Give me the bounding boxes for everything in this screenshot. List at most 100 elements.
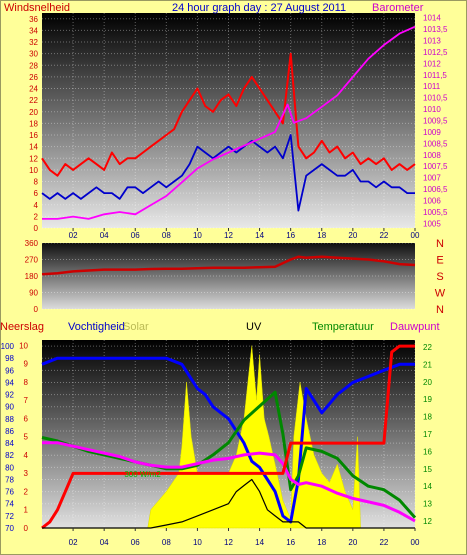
y-tick-label: 28 [29, 61, 38, 70]
y-tick-label: 34 [29, 26, 38, 35]
x-tick-label: 04 [100, 538, 109, 547]
y-tick-label: 18 [423, 413, 432, 422]
y-tick-label: 10 [29, 166, 38, 175]
y-tick-label: 1007 [423, 174, 441, 183]
direction-panel [42, 243, 415, 309]
y-tick-label: 1011,5 [423, 71, 447, 80]
direction-series [41, 255, 416, 276]
wind-speed-line [41, 134, 415, 212]
wind-label: Windsnelheid [4, 2, 70, 14]
y-tick-label: 90 [29, 289, 38, 298]
y-tick-label: 84 [5, 439, 14, 448]
y-tick-label: 1006 [423, 197, 441, 206]
y-tick-label: 1005 [423, 219, 441, 228]
y-tick-label: 86 [5, 427, 14, 436]
x-tick-label: 14 [255, 231, 264, 240]
y-tick-label: 1 [24, 506, 29, 515]
y-tick-label: 1008,5 [423, 139, 448, 148]
y-tick-label: 8 [24, 378, 29, 387]
x-tick-label: 00 [411, 538, 420, 547]
y-tick-label: 1005,5 [423, 208, 448, 217]
climate-ticks: 02 04 06 08 10 12 14 16 18 20 22 007072747678808284… [1, 341, 433, 547]
compass-label: N [436, 304, 444, 316]
y-tick-label: 5 [24, 433, 29, 442]
compass-label: N [436, 238, 444, 250]
rain-label: Neerslag [0, 321, 44, 333]
y-tick-label: 15 [423, 465, 432, 474]
humidity-line [41, 356, 415, 524]
y-tick-label: 22 [423, 343, 432, 352]
dewpoint-label: Dauwpunt [390, 321, 440, 333]
x-tick-label: 14 [255, 538, 264, 547]
y-tick-label: 1014 [423, 14, 441, 23]
y-tick-label: 92 [5, 391, 14, 400]
temperature-label: Temperatuur [312, 321, 374, 333]
y-tick-label: 6 [24, 414, 29, 423]
compass-label: E [436, 255, 443, 267]
compass-label: S [436, 271, 443, 283]
x-tick-label: 12 [224, 538, 233, 547]
y-tick-label: 180 [25, 272, 39, 281]
y-tick-label: 32 [29, 38, 38, 47]
x-tick-label: 20 [348, 538, 357, 547]
y-tick-label: 2 [34, 212, 39, 221]
y-tick-label: 7 [24, 396, 29, 405]
y-tick-label: 17 [423, 430, 432, 439]
y-tick-label: 3 [24, 469, 29, 478]
y-tick-label: 1007,5 [423, 162, 448, 171]
y-tick-label: 72 [5, 512, 14, 521]
y-tick-label: 82 [5, 451, 14, 460]
wind-direction-line [41, 255, 416, 276]
y-tick-label: 270 [25, 256, 39, 265]
y-tick-label: 14 [423, 482, 432, 491]
y-tick-label: 4 [34, 201, 39, 210]
y-tick-label: 36 [29, 15, 38, 24]
y-tick-label: 1008 [423, 151, 441, 160]
climate-series: 300 W/m2 [41, 344, 417, 530]
y-tick-label: 1012,5 [423, 48, 448, 57]
y-tick-label: 20 [423, 378, 432, 387]
y-tick-label: 16 [29, 131, 38, 140]
x-tick-label: 18 [317, 538, 326, 547]
x-tick-label: 04 [100, 231, 109, 240]
y-tick-label: 360 [25, 239, 39, 248]
y-tick-label: 1010,5 [423, 94, 448, 103]
y-tick-label: 0 [34, 305, 39, 314]
x-tick-label: 00 [411, 231, 420, 240]
solar-marker-label: 300 W/m2 [124, 470, 161, 479]
solar-area [42, 345, 415, 529]
y-tick-label: 19 [423, 395, 432, 404]
y-tick-label: 26 [29, 73, 38, 82]
uv-label: UV [246, 321, 262, 333]
y-tick-label: 1010 [423, 105, 441, 114]
y-tick-label: 30 [29, 50, 38, 59]
y-tick-label: 8 [34, 178, 39, 187]
y-tick-label: 1012 [423, 59, 441, 68]
y-tick-label: 1011 [423, 82, 441, 91]
y-tick-label: 0 [34, 224, 39, 233]
wind-gust-line [41, 52, 416, 177]
wind-series [41, 25, 416, 220]
y-tick-label: 1013,5 [423, 25, 448, 34]
y-tick-label: 1006,5 [423, 185, 448, 194]
y-tick-label: 1009 [423, 128, 441, 137]
y-tick-label: 2 [24, 487, 29, 496]
y-tick-label: 98 [5, 354, 14, 363]
y-tick-label: 12 [29, 154, 38, 163]
y-tick-label: 4 [24, 451, 29, 460]
dewpoint-line [42, 441, 416, 523]
y-tick-label: 16 [423, 447, 432, 456]
y-tick-label: 12 [423, 517, 432, 526]
barometer-label: Barometer [372, 2, 424, 14]
y-tick-label: 74 [5, 500, 14, 509]
solar-label: Solar [123, 321, 149, 333]
x-tick-label: 10 [193, 538, 202, 547]
compass-label: W [435, 288, 446, 300]
x-tick-label: 08 [162, 538, 171, 547]
y-tick-label: 80 [5, 463, 14, 472]
x-tick-label: 08 [162, 231, 171, 240]
y-tick-label: 9 [24, 360, 29, 369]
x-tick-label: 06 [131, 231, 140, 240]
y-tick-label: 18 [29, 119, 38, 128]
